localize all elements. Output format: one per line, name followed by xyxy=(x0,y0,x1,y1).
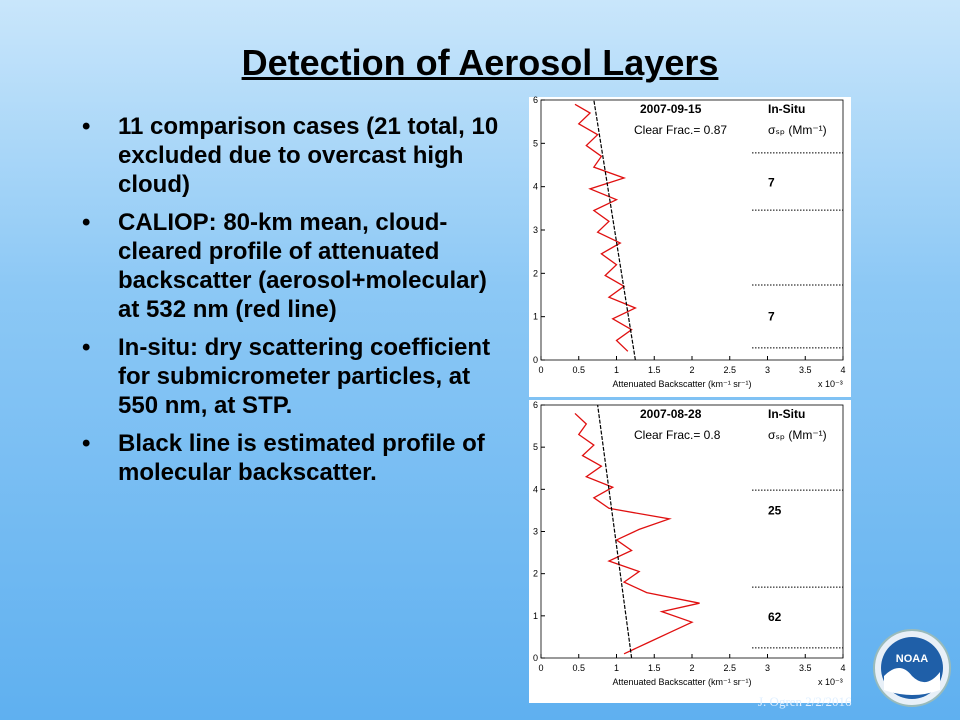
bullet: CALIOP: 80-km mean, cloud-cleared profil… xyxy=(80,208,500,324)
x-tick-label: 3 xyxy=(765,663,770,673)
layer-value: 25 xyxy=(768,503,782,517)
plot-background xyxy=(529,97,851,397)
y-tick-label: 2 xyxy=(533,268,538,278)
clear-fraction: Clear Frac.= 0.8 xyxy=(634,428,721,442)
x-scale: x 10⁻³ xyxy=(818,379,843,389)
x-tick-label: 2 xyxy=(689,663,694,673)
x-tick-label: 4 xyxy=(840,663,845,673)
x-tick-label: 3 xyxy=(765,365,770,375)
backscatter-profile xyxy=(574,103,637,352)
x-tick-label: 3.5 xyxy=(799,663,812,673)
layer-value: 7 xyxy=(768,310,775,324)
y-tick-label: 2 xyxy=(533,569,538,579)
y-tick-label: 6 xyxy=(533,400,538,410)
x-tick-label: 2.5 xyxy=(723,365,736,375)
y-tick-label: 4 xyxy=(533,484,538,494)
layer-value: 7 xyxy=(768,175,775,189)
sigma-label: σₛₚ (Mm⁻¹) xyxy=(768,123,827,137)
x-axis-label: Attenuated Backscatter (km⁻¹ sr⁻¹) xyxy=(612,379,751,389)
y-tick-label: 1 xyxy=(533,611,538,621)
bullet: 11 comparison cases (21 total, 10 exclud… xyxy=(80,112,500,199)
x-tick-label: 4 xyxy=(840,365,845,375)
date: 2007-09-15 xyxy=(640,102,702,116)
date: 2007-08-28 xyxy=(640,407,702,421)
y-tick-label: 5 xyxy=(533,442,538,452)
in-situ-title: In-Situ xyxy=(768,407,805,421)
layer-value: 62 xyxy=(768,610,782,624)
x-scale: x 10⁻³ xyxy=(818,677,843,687)
y-tick-label: 0 xyxy=(533,355,538,365)
bullet-list: 11 comparison cases (21 total, 10 exclud… xyxy=(80,112,500,496)
y-tick-label: 3 xyxy=(533,527,538,537)
molecular-profile xyxy=(597,404,633,659)
y-tick-label: 4 xyxy=(533,182,538,192)
y-tick-label: 1 xyxy=(533,312,538,322)
x-tick-label: 0 xyxy=(538,663,543,673)
x-tick-label: 0.5 xyxy=(572,663,585,673)
backscatter-profile xyxy=(574,412,700,655)
y-tick-label: 5 xyxy=(533,138,538,148)
x-tick-label: 0 xyxy=(538,365,543,375)
bullet: In-situ: dry scattering coefficient for … xyxy=(80,333,500,420)
x-tick-label: 0.5 xyxy=(572,365,585,375)
footer: J. Ogren 2/2/2016 xyxy=(758,694,852,709)
sigma-label: σₛₚ (Mm⁻¹) xyxy=(768,428,827,442)
x-tick-label: 1.5 xyxy=(648,365,661,375)
bullet: Black line is estimated profile of molec… xyxy=(80,429,500,487)
x-tick-label: 1 xyxy=(614,663,619,673)
profile-plot: 0 0.5 1 1.5 2 2.5 3 3.5 4 0 1 2 3 4 5 6 Attenuated Backs… xyxy=(529,95,851,397)
slide-title: Detection of Aerosol Layers xyxy=(241,42,719,83)
profile-plot: 0 0.5 1 1.5 2 2.5 3 3.5 4 0 1 2 3 4 5 6 Attenuated Backs… xyxy=(529,400,851,703)
x-axis-label: Attenuated Backscatter (km⁻¹ sr⁻¹) xyxy=(612,677,751,687)
in-situ-title: In-Situ xyxy=(768,102,805,116)
noaa-logo: NOAA xyxy=(873,629,951,707)
plot-background xyxy=(529,400,851,703)
x-tick-label: 3.5 xyxy=(799,365,812,375)
y-tick-label: 0 xyxy=(533,653,538,663)
logo-text: NOAA xyxy=(896,653,928,665)
y-tick-label: 6 xyxy=(533,95,538,105)
x-tick-label: 2.5 xyxy=(723,663,736,673)
clear-fraction: Clear Frac.= 0.87 xyxy=(634,123,727,137)
x-tick-label: 1 xyxy=(614,365,619,375)
x-tick-label: 2 xyxy=(689,365,694,375)
x-tick-label: 1.5 xyxy=(648,663,661,673)
y-tick-label: 3 xyxy=(533,225,538,235)
